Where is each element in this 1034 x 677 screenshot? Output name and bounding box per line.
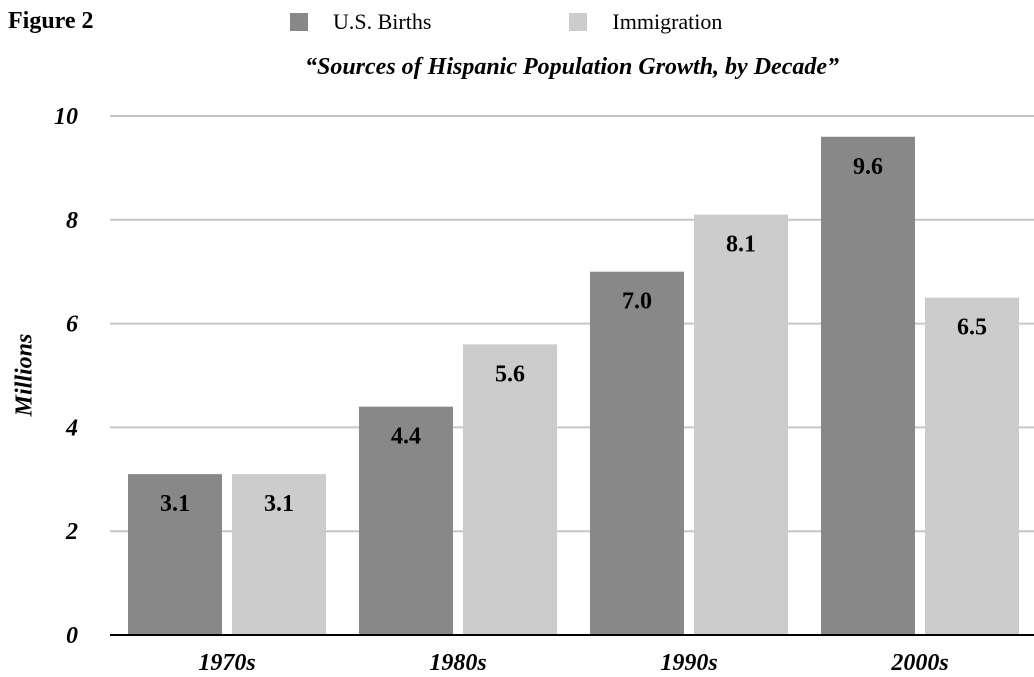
y-tick-label-4: 4 bbox=[65, 415, 78, 441]
legend-item-immigration: Immigration bbox=[569, 9, 722, 35]
y-tick-label-8: 8 bbox=[66, 208, 78, 234]
y-tick-label-0: 0 bbox=[66, 623, 78, 649]
bar-immigration-1970s bbox=[232, 474, 326, 635]
legend-label-us-births: U.S. Births bbox=[333, 9, 432, 34]
legend-swatch-us-births bbox=[290, 13, 308, 31]
x-tick-label-1990s: 1990s bbox=[660, 650, 717, 676]
chart-title: “Sources of Hispanic Population Growth, … bbox=[304, 54, 839, 80]
legend-label-immigration: Immigration bbox=[612, 9, 723, 34]
y-tick-label-10: 10 bbox=[54, 104, 78, 130]
bar-u-s-births-1980s bbox=[359, 406, 453, 635]
data-label-immigration-1980s: 5.6 bbox=[495, 361, 525, 387]
data-label-u-s-births-1980s: 4.4 bbox=[391, 424, 421, 450]
bar-immigration-1980s bbox=[463, 344, 557, 635]
data-label-immigration-2000s: 6.5 bbox=[957, 315, 987, 341]
x-tick-label-1970s: 1970s bbox=[198, 650, 255, 676]
bar-u-s-births-1970s bbox=[128, 474, 222, 635]
bar-u-s-births-2000s bbox=[821, 136, 915, 635]
bar-immigration-2000s bbox=[925, 297, 1019, 635]
data-label-u-s-births-1970s: 3.1 bbox=[160, 491, 190, 517]
data-label-u-s-births-1990s: 7.0 bbox=[622, 289, 652, 315]
data-label-u-s-births-2000s: 9.6 bbox=[853, 154, 883, 180]
legend-swatch-immigration bbox=[569, 13, 588, 31]
bar-u-s-births-1990s bbox=[590, 271, 684, 635]
legend: U.S. Births Immigration bbox=[290, 8, 722, 36]
data-label-immigration-1990s: 8.1 bbox=[726, 232, 756, 258]
x-tick-label-2000s: 2000s bbox=[890, 650, 948, 676]
data-label-immigration-1970s: 3.1 bbox=[264, 491, 294, 517]
figure-label: Figure 2 bbox=[8, 8, 94, 34]
legend-item-us-births: U.S. Births bbox=[290, 9, 431, 35]
bar-immigration-1990s bbox=[694, 214, 788, 636]
y-tick-label-6: 6 bbox=[66, 312, 78, 338]
y-tick-label-2: 2 bbox=[65, 519, 78, 545]
x-tick-label-1980s: 1980s bbox=[429, 650, 486, 676]
